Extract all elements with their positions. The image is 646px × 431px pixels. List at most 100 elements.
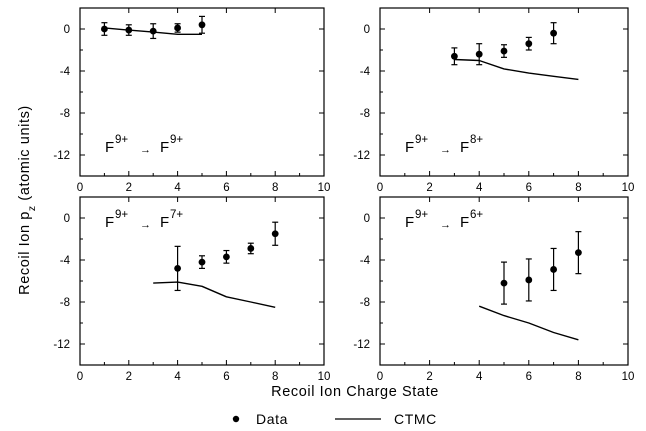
x-tick-label: 8	[272, 182, 278, 194]
y-axis-label-subscript: z	[26, 205, 38, 211]
data-point	[223, 253, 230, 261]
data-point	[271, 230, 279, 238]
y-tick-label: -8	[360, 108, 370, 120]
ann-sup-2: 9+	[170, 134, 183, 146]
data-point	[125, 26, 133, 34]
legend-data-label: Data	[256, 411, 288, 427]
data-point	[550, 29, 557, 37]
x-tick-label: 0	[377, 371, 383, 383]
y-axis-label-main: Recoil Ion p	[17, 211, 33, 295]
x-tick-label: 10	[318, 182, 331, 194]
x-tick-label: 0	[77, 182, 83, 194]
y-axis-label: Recoil Ion pz (atomic units)	[17, 105, 38, 295]
y-tick-label: 0	[364, 213, 370, 225]
data-point	[575, 249, 582, 257]
ann-sup-1: 9+	[115, 134, 128, 146]
ann-sup-2: 7+	[170, 209, 183, 221]
x-tick-label: 2	[426, 371, 432, 383]
x-tick-label: 8	[575, 182, 581, 194]
data-point	[198, 21, 206, 29]
y-tick-label: 0	[364, 24, 370, 36]
x-tick-label: 0	[377, 182, 383, 194]
ann-base-2: F	[160, 214, 169, 231]
data-point	[149, 27, 157, 35]
y-tick-label: -8	[60, 297, 70, 309]
x-tick-label: 6	[223, 371, 229, 383]
ann-base-2: F	[160, 139, 169, 156]
ann-base-2: F	[460, 214, 469, 231]
x-tick-label: 4	[476, 371, 483, 383]
data-point	[500, 47, 508, 55]
plot-frame	[79, 196, 325, 366]
x-tick-label: 2	[126, 371, 132, 383]
x-tick-label: 4	[476, 182, 483, 194]
y-tick-label: 0	[64, 213, 70, 225]
ann-base-2: F	[460, 139, 469, 156]
plot-frame	[379, 7, 629, 177]
panel-3: 0 2 4 6 8 100-4-8-12F 9+→ F 7+	[53, 196, 331, 383]
data-point	[500, 279, 508, 287]
x-axis-label: Recoil Ion Charge State	[271, 384, 439, 400]
ann-arrow: →	[140, 219, 151, 231]
data-point	[451, 52, 458, 60]
x-tick-label: 10	[318, 371, 331, 383]
x-tick-label: 0	[77, 371, 83, 383]
data-point	[525, 276, 533, 284]
y-axis-label-tail: (atomic units)	[17, 105, 33, 205]
ctmc-line	[454, 58, 579, 81]
ctmc-line	[478, 305, 579, 341]
ann-sup-1: 9+	[115, 209, 128, 221]
y-tick-label: -8	[360, 297, 370, 309]
ann-arrow: →	[140, 144, 151, 156]
ctmc-line	[153, 281, 276, 308]
legend: Data CTMC	[232, 411, 437, 427]
x-tick-label: 4	[174, 371, 181, 383]
x-tick-label: 10	[622, 371, 635, 383]
ann-arrow: →	[440, 219, 451, 231]
reaction-annotation: F 9+→ F 9+	[105, 134, 183, 156]
y-tick-label: -4	[360, 66, 371, 78]
x-tick-label: 6	[526, 182, 532, 194]
x-tick-label: 2	[426, 182, 432, 194]
ann-sup-2: 6+	[470, 209, 483, 221]
x-tick-label: 8	[575, 371, 581, 383]
ann-base-1: F	[405, 139, 414, 156]
data-point	[475, 50, 483, 58]
x-tick-label: 4	[174, 182, 181, 194]
panels: 0 2 4 6 8 100-4-8-12 F 9+→ F 9+0 2 4 6 8 100-4-8-12 F 9+…	[53, 7, 635, 383]
y-tick-label: -4	[360, 255, 371, 267]
reaction-annotation: F 9+→ F 7+	[105, 209, 183, 231]
x-tick-label: 6	[526, 371, 532, 383]
legend-ctmc-label: CTMC	[394, 411, 437, 427]
ann-base-1: F	[405, 214, 414, 231]
y-tick-label: -4	[60, 255, 71, 267]
y-tick-label: -12	[353, 339, 370, 351]
x-tick-label: 2	[126, 182, 132, 194]
data-point	[174, 24, 182, 32]
ann-arrow: →	[440, 144, 451, 156]
y-tick-label: -12	[53, 339, 70, 351]
ann-sup-1: 9+	[415, 209, 428, 221]
x-tick-label: 6	[223, 182, 229, 194]
data-point	[550, 266, 557, 273]
data-point	[198, 258, 206, 266]
y-tick-label: 0	[64, 24, 70, 36]
x-tick-label: 8	[272, 371, 278, 383]
ann-sup-2: 8+	[470, 134, 483, 146]
data-point	[525, 40, 533, 48]
panel-1: 0 2 4 6 8 100-4-8-12 F 9+→ F 9+	[53, 7, 331, 194]
reaction-annotation: F 9+→ F 6+	[405, 209, 483, 231]
data-point	[101, 25, 108, 33]
ann-sup-1: 9+	[415, 134, 428, 146]
y-tick-label: -8	[60, 108, 70, 120]
y-tick-label: -12	[53, 150, 70, 162]
x-tick-label: 10	[622, 182, 635, 194]
reaction-annotation: F 9+→ F 8+	[405, 134, 483, 156]
y-tick-label: -12	[353, 150, 370, 162]
panel-2: 0 2 4 6 8 100-4-8-12 F 9+→ F 8+	[353, 7, 635, 194]
data-point	[247, 245, 255, 252]
ann-base-1: F	[105, 139, 114, 156]
data-point	[174, 265, 182, 272]
panel-4: 0 2 4 6 8 100-4-8-12F 9+→ F 6+	[353, 196, 635, 383]
